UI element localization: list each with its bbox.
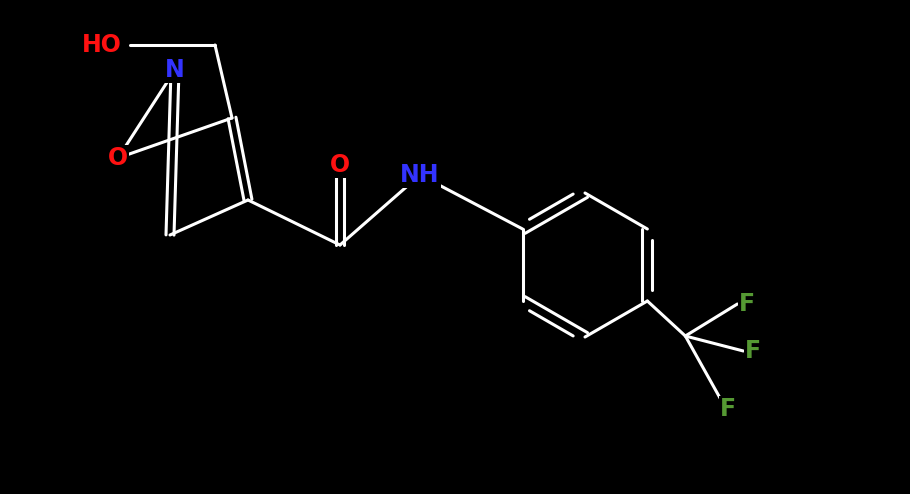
Text: F: F [721, 397, 736, 421]
Text: NH: NH [400, 163, 440, 187]
Text: N: N [165, 58, 185, 82]
Text: O: O [330, 153, 350, 177]
Text: O: O [108, 146, 128, 170]
Text: F: F [739, 292, 755, 316]
Text: HO: HO [82, 33, 122, 57]
Text: F: F [745, 339, 762, 363]
